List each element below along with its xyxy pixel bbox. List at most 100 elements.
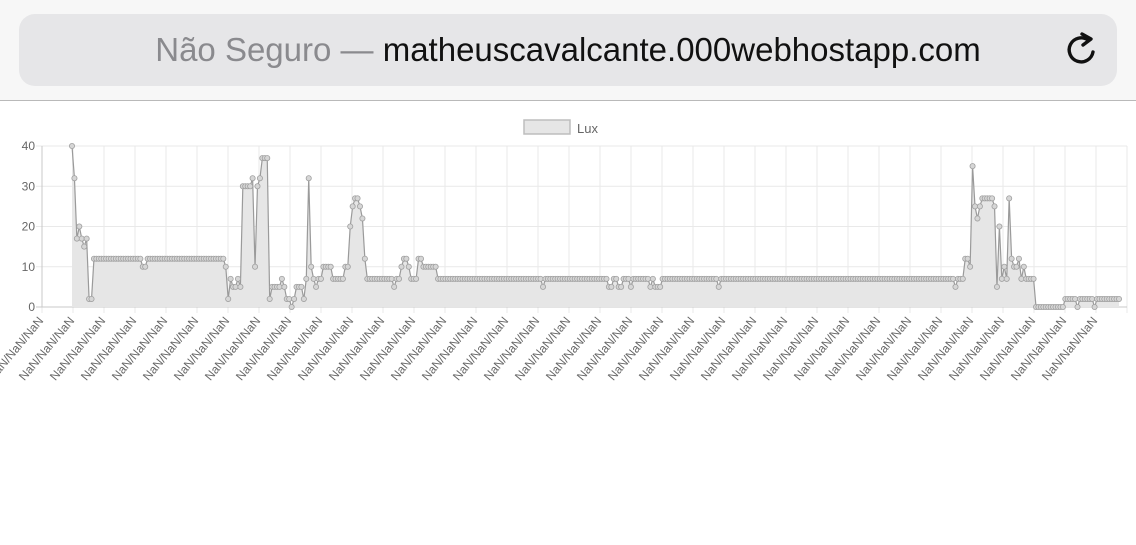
y-tick-label: 30 <box>22 179 36 193</box>
data-point <box>991 203 998 210</box>
data-point <box>1116 295 1123 302</box>
data-point <box>627 283 634 290</box>
address-bar[interactable]: Não Seguro — matheuscavalcante.000webhos… <box>19 14 1117 86</box>
chart-canvas: 010203040NaN/NaN/NaNNaN/NaN/NaNNaN/NaN/N… <box>0 119 1128 383</box>
data-point <box>432 263 439 270</box>
data-point <box>317 275 324 282</box>
data-point <box>1091 303 1098 310</box>
data-point <box>286 295 293 302</box>
data-point <box>1006 195 1013 202</box>
data-point <box>996 223 1003 230</box>
data-point <box>232 283 239 290</box>
y-tick-label: 10 <box>22 260 36 274</box>
data-point <box>81 243 88 250</box>
data-point <box>291 295 298 302</box>
data-point <box>83 235 90 242</box>
legend-label: Lux <box>577 121 598 136</box>
data-point <box>993 283 1000 290</box>
data-point <box>308 263 315 270</box>
data-point <box>234 275 241 282</box>
data-point <box>976 203 983 210</box>
data-point <box>959 275 966 282</box>
data-point <box>69 143 76 150</box>
data-point <box>657 283 664 290</box>
y-tick-label: 0 <box>28 300 35 314</box>
data-point <box>359 215 366 222</box>
data-point <box>303 275 310 282</box>
data-point <box>989 195 996 202</box>
data-point <box>1013 263 1020 270</box>
data-point <box>1059 303 1066 310</box>
data-point <box>256 175 263 182</box>
data-point <box>972 203 979 210</box>
data-point <box>249 175 256 182</box>
data-point <box>237 283 244 290</box>
data-point <box>967 263 974 270</box>
data-point <box>952 283 959 290</box>
data-point <box>288 303 295 310</box>
data-point <box>347 223 354 230</box>
data-point <box>647 283 654 290</box>
series-area-lux <box>72 146 1119 307</box>
data-point <box>608 283 615 290</box>
insecure-label: Não Seguro — <box>155 31 374 68</box>
data-point <box>396 275 403 282</box>
x-tick-label: NaN/NaN/NaN <box>1039 314 1100 383</box>
legend-swatch <box>523 119 571 135</box>
data-point <box>1074 303 1081 310</box>
data-point <box>327 263 334 270</box>
data-point <box>950 275 957 282</box>
data-point <box>1015 255 1022 262</box>
url-text[interactable]: Não Seguro — matheuscavalcante.000webhos… <box>19 14 1117 86</box>
data-point <box>649 275 656 282</box>
data-point <box>247 183 254 190</box>
data-point <box>1018 275 1025 282</box>
data-point <box>354 195 361 202</box>
browser-toolbar: Não Seguro — matheuscavalcante.000webhos… <box>0 0 1136 101</box>
data-point <box>276 283 283 290</box>
data-point <box>403 255 410 262</box>
data-point <box>281 283 288 290</box>
data-point <box>1089 295 1096 302</box>
url-domain: matheuscavalcante.000webhostapp.com <box>382 31 981 68</box>
data-point <box>974 215 981 222</box>
data-point <box>417 255 424 262</box>
y-tick-label: 20 <box>22 220 36 234</box>
data-point <box>137 255 144 262</box>
data-point <box>618 283 625 290</box>
data-point <box>76 223 83 230</box>
data-point <box>398 263 405 270</box>
data-point <box>391 283 398 290</box>
data-point <box>252 263 259 270</box>
data-point <box>964 255 971 262</box>
data-point <box>220 255 227 262</box>
data-point <box>278 275 285 282</box>
data-point <box>713 275 720 282</box>
data-point <box>405 263 412 270</box>
data-point <box>264 155 271 162</box>
data-point <box>613 275 620 282</box>
data-point <box>388 275 395 282</box>
data-point <box>339 275 346 282</box>
data-point <box>266 295 273 302</box>
y-tick-label: 40 <box>22 139 36 153</box>
data-point <box>1072 295 1079 302</box>
data-point <box>142 263 149 270</box>
data-point <box>227 275 234 282</box>
data-point <box>715 283 722 290</box>
data-point <box>310 275 317 282</box>
data-point <box>298 283 305 290</box>
data-point <box>313 283 320 290</box>
data-point <box>73 235 80 242</box>
data-point <box>356 203 363 210</box>
data-point <box>88 295 95 302</box>
data-point <box>644 275 651 282</box>
data-point <box>969 163 976 170</box>
reload-icon[interactable] <box>1062 30 1102 70</box>
data-point <box>1008 255 1015 262</box>
data-point <box>222 263 229 270</box>
data-point <box>540 283 547 290</box>
data-point <box>603 275 610 282</box>
data-point <box>625 275 632 282</box>
data-point <box>1020 263 1027 270</box>
